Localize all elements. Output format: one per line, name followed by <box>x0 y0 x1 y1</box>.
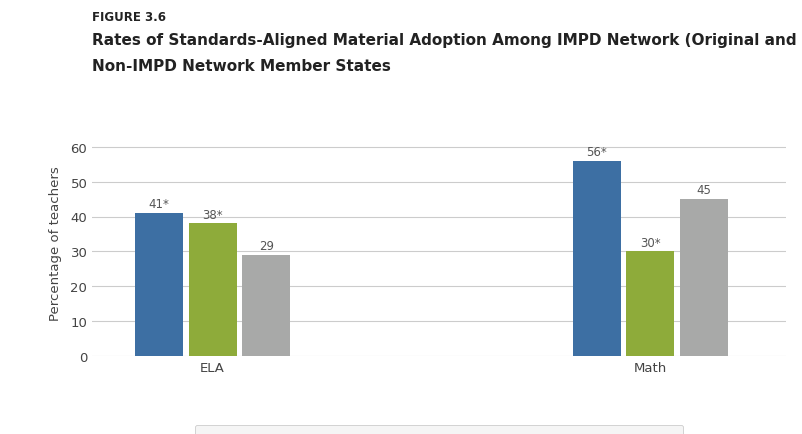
Bar <box>680 200 728 356</box>
Text: Non-IMPD Network Member States: Non-IMPD Network Member States <box>92 59 391 73</box>
Bar <box>242 255 290 356</box>
Bar <box>135 214 183 356</box>
Text: 38*: 38* <box>202 208 223 221</box>
Text: Rates of Standards-Aligned Material Adoption Among IMPD Network (Original and Ne: Rates of Standards-Aligned Material Adop… <box>92 33 802 47</box>
Bar <box>573 161 621 356</box>
Text: FIGURE 3.6: FIGURE 3.6 <box>92 11 166 24</box>
Text: 45: 45 <box>696 184 711 197</box>
Bar <box>188 224 237 356</box>
Legend: Original IMPD Network
state, New IMPD Network
member state, Non-IMPD Network
mem: Original IMPD Network state, New IMPD Ne… <box>195 425 683 434</box>
Bar <box>626 252 674 356</box>
Text: 30*: 30* <box>640 236 661 249</box>
Text: 41*: 41* <box>148 198 169 211</box>
Y-axis label: Percentage of teachers: Percentage of teachers <box>49 166 63 320</box>
Text: 56*: 56* <box>586 146 607 159</box>
Text: 29: 29 <box>259 240 273 253</box>
